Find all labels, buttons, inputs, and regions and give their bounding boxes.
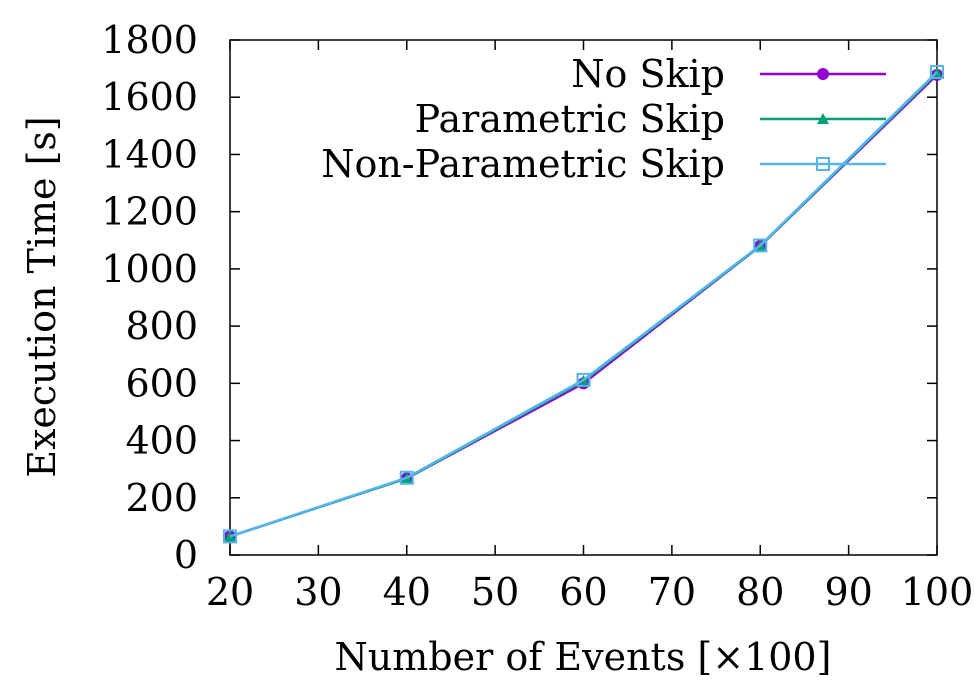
y-tick-label: 1200 xyxy=(101,190,198,234)
y-tick-label: 200 xyxy=(125,476,198,520)
y-tick-label: 1800 xyxy=(101,18,198,62)
data-point xyxy=(576,372,591,387)
y-tick-label: 600 xyxy=(125,361,198,405)
y-axis-label: Execution Time [s] xyxy=(20,116,64,478)
legend-label: No Skip xyxy=(571,52,725,96)
series-layer xyxy=(223,65,944,544)
legend-item: No Skip xyxy=(571,52,886,96)
x-tick-label: 60 xyxy=(559,570,607,614)
x-tick-label: 80 xyxy=(736,570,784,614)
x-tick-label: 50 xyxy=(471,570,519,614)
data-point xyxy=(753,238,768,253)
legend-marker xyxy=(817,68,829,80)
x-tick-label: 90 xyxy=(824,570,872,614)
legend-label: Parametric Skip xyxy=(415,97,725,141)
y-tick-label: 1000 xyxy=(101,247,198,291)
legend-marker xyxy=(816,157,830,171)
legend-label: Non-Parametric Skip xyxy=(321,142,725,186)
data-point xyxy=(930,65,944,80)
x-tick-label: 100 xyxy=(901,570,974,614)
legend-item: Parametric Skip xyxy=(415,97,886,141)
x-tick-label: 40 xyxy=(383,570,431,614)
legend-marker xyxy=(817,113,829,124)
legend-item: Non-Parametric Skip xyxy=(321,142,886,186)
x-tick-label: 20 xyxy=(206,570,254,614)
series-3 xyxy=(223,65,944,544)
x-tick-label: 30 xyxy=(294,570,342,614)
x-tick-label: 70 xyxy=(648,570,696,614)
series-line xyxy=(229,71,938,538)
y-tick-label: 0 xyxy=(174,533,198,577)
y-tick-label: 1400 xyxy=(101,132,198,176)
axis-ticks: 20 30 40 50 60 70 80 90 100020040060080010001200… xyxy=(101,18,973,614)
y-tick-label: 400 xyxy=(125,419,198,463)
y-tick-label: 1600 xyxy=(101,75,198,119)
x-axis-label: Number of Events [×100] xyxy=(335,635,832,679)
y-tick-label: 800 xyxy=(125,304,198,348)
data-point xyxy=(399,470,414,485)
data-point xyxy=(223,529,237,544)
